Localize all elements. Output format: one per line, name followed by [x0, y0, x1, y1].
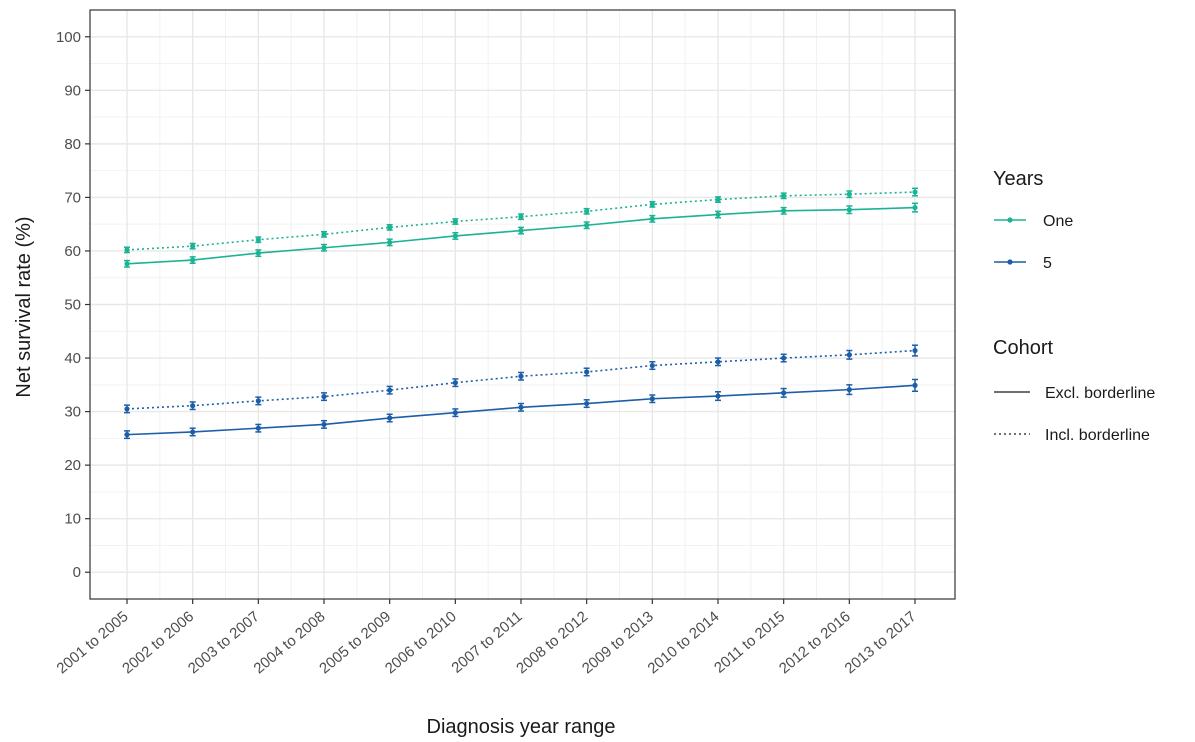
data-point — [912, 204, 918, 211]
y-tick-label: 10 — [64, 511, 81, 528]
legend: Years Cohort One 5 Excl. borderline Incl. b… — [993, 168, 1155, 444]
legend-label: One — [1043, 213, 1073, 230]
data-point — [124, 247, 130, 253]
data-point — [124, 432, 130, 438]
series-one-year-excl — [124, 202, 918, 268]
y-tick-label: 80 — [64, 136, 81, 153]
data-point — [649, 201, 655, 207]
series-one-year-incl — [124, 187, 918, 254]
series-five-year-incl — [124, 344, 918, 414]
x-tick-label: 2008 to 2012 — [513, 608, 591, 677]
data-point — [387, 387, 393, 393]
data-point — [387, 415, 393, 421]
y-axis: 0 10 20 30 40 50 60 70 80 90 100 — [56, 29, 90, 581]
y-tick-label: 100 — [56, 29, 81, 46]
data-point — [518, 373, 524, 379]
data-point — [255, 237, 261, 243]
y-axis-title: Net survival rate (%) — [13, 216, 35, 397]
legend-key-point — [1007, 217, 1013, 223]
y-tick-label: 50 — [64, 297, 81, 314]
data-point — [452, 218, 458, 225]
legend-title-years: Years — [993, 168, 1043, 190]
data-point — [715, 393, 721, 399]
data-point — [584, 208, 590, 214]
grid — [90, 10, 955, 599]
data-point — [846, 207, 852, 213]
data-point — [781, 355, 787, 361]
data-point — [255, 398, 261, 404]
x-tick-label: 2001 to 2005 — [54, 608, 132, 677]
y-tick-label: 90 — [64, 82, 81, 99]
data-point — [715, 211, 721, 218]
data-point — [190, 257, 196, 263]
data-point — [781, 193, 787, 199]
data-point — [321, 421, 327, 428]
data-point — [452, 233, 458, 239]
data-point — [190, 429, 196, 435]
x-tick-label: 2002 to 2006 — [119, 608, 197, 677]
data-point — [846, 387, 852, 393]
series-layer — [124, 187, 918, 440]
data-point — [781, 208, 787, 214]
data-point — [649, 396, 655, 402]
data-point — [452, 410, 458, 416]
data-point — [649, 362, 655, 369]
y-tick-label: 30 — [64, 404, 81, 421]
data-point — [912, 347, 918, 354]
legend-label: Excl. borderline — [1045, 385, 1155, 402]
y-tick-label: 20 — [64, 457, 81, 474]
data-point — [715, 196, 721, 203]
y-tick-label: 40 — [64, 350, 81, 367]
data-point — [912, 189, 918, 195]
data-point — [124, 406, 130, 412]
legend-title-cohort: Cohort — [993, 337, 1053, 359]
x-tick-label: 2006 to 2010 — [382, 608, 460, 677]
data-point — [452, 380, 458, 386]
x-tick-label: 2004 to 2008 — [251, 608, 329, 677]
data-point — [584, 400, 590, 407]
data-point — [124, 261, 130, 267]
data-point — [584, 369, 590, 375]
x-tick-label: 2010 to 2014 — [645, 608, 723, 677]
y-tick-label: 70 — [64, 189, 81, 206]
data-point — [584, 222, 590, 228]
data-point — [715, 359, 721, 365]
data-point — [321, 393, 327, 400]
data-point — [387, 224, 393, 230]
legend-label: Incl. borderline — [1045, 427, 1150, 444]
data-point — [781, 390, 787, 396]
data-point — [255, 250, 261, 256]
x-tick-label: 2013 to 2017 — [842, 608, 920, 677]
data-point — [846, 352, 852, 358]
y-tick-label: 60 — [64, 243, 81, 260]
data-point — [321, 231, 327, 237]
data-point — [518, 404, 524, 410]
legend-key-point — [1007, 259, 1013, 265]
data-point — [518, 228, 524, 234]
x-tick-label: 2012 to 2016 — [776, 608, 854, 677]
data-point — [190, 243, 196, 249]
data-point — [190, 403, 196, 409]
data-point — [387, 239, 393, 245]
x-tick-label: 2003 to 2007 — [185, 608, 263, 677]
x-tick-label: 2005 to 2009 — [316, 608, 394, 677]
data-point — [255, 425, 261, 431]
data-point — [846, 191, 852, 197]
x-tick-label: 2009 to 2013 — [579, 608, 657, 677]
data-point — [518, 214, 524, 220]
y-tick-label: 0 — [73, 564, 81, 581]
data-point — [912, 382, 918, 388]
data-point — [321, 245, 327, 251]
legend-label: 5 — [1043, 255, 1052, 272]
x-axis-title: Diagnosis year range — [427, 716, 616, 738]
series-five-year-excl — [124, 378, 918, 440]
data-point — [649, 216, 655, 222]
